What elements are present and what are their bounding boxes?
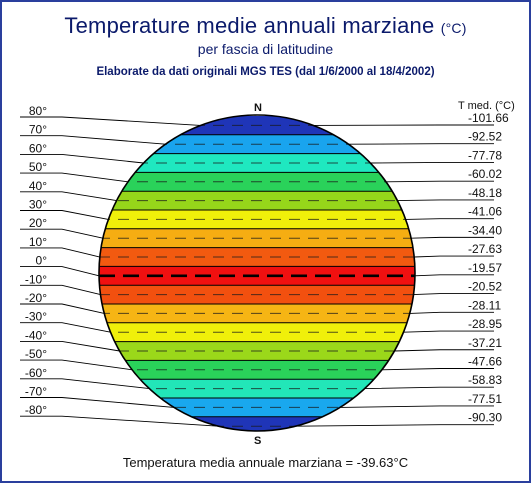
leader-right--60°	[364, 386, 494, 390]
annual-mean-footer: Temperatura media annuale marziana = -39…	[122, 455, 409, 470]
temperature-value: -60.02	[468, 167, 502, 181]
leader-left-30°	[20, 210, 109, 220]
latitude-label: -10°	[25, 272, 47, 286]
leader-left-10°	[20, 247, 100, 258]
leader-right-30°	[405, 218, 494, 220]
leader-left-40°	[20, 191, 117, 202]
south-pole-label: S	[254, 435, 261, 447]
temperature-header: T med. (°C)	[458, 100, 515, 112]
leader-left--70°	[20, 397, 174, 408]
leader-left-0°	[20, 266, 100, 277]
leader-right-10°	[414, 255, 494, 258]
leader-right--40°	[394, 349, 494, 352]
temperature-value: -28.95	[468, 317, 502, 331]
latitude-label: 60°	[29, 141, 47, 155]
leader-right--80°	[295, 424, 494, 427]
latitude-label: 0°	[36, 254, 48, 268]
temperature-value: -27.63	[468, 242, 502, 256]
temperature-value: -41.06	[468, 205, 502, 219]
diagram-subtitle: per fascia di latitudine	[197, 41, 334, 57]
leader-right-20°	[411, 236, 494, 239]
temperature-value: -48.18	[468, 186, 502, 200]
temperature-value: -37.21	[468, 336, 502, 350]
latitude-label: -40°	[25, 328, 47, 342]
latitude-label: 70°	[29, 123, 47, 137]
temperature-value: -77.51	[468, 392, 502, 406]
leader-right--20°	[409, 311, 494, 314]
data-source-note: Elaborate da dati originali MGS TES (dal…	[96, 66, 435, 78]
temperature-value: -101.66	[468, 111, 509, 125]
latitude-label: 30°	[29, 198, 47, 212]
leader-left--20°	[20, 303, 105, 314]
temperature-value: -92.52	[468, 130, 502, 144]
leader-right--30°	[403, 330, 494, 333]
leader-left--50°	[20, 359, 133, 371]
temperature-value: -34.40	[468, 223, 502, 237]
temperature-value: -28.11	[468, 298, 501, 312]
mars-disc-outline	[98, 114, 416, 432]
leader-left-20°	[20, 228, 103, 239]
diagram-title: Temperature medie annuali marziane (°C)	[64, 13, 467, 38]
temperature-value: -19.57	[468, 261, 502, 275]
leader-lines	[20, 116, 494, 427]
latitude-label: -60°	[25, 366, 47, 380]
latitude-label: 80°	[29, 104, 47, 118]
leader-left--30°	[20, 322, 111, 333]
leader-right--10°	[413, 293, 494, 296]
leader-left--60°	[20, 378, 150, 390]
temperature-value: -58.83	[468, 373, 502, 387]
latitude-label: -80°	[25, 403, 47, 417]
leader-right--70°	[340, 405, 494, 408]
leader-left-70°	[20, 135, 166, 145]
leader-left-60°	[20, 153, 144, 164]
leader-right-0°	[414, 274, 494, 277]
leader-left--40°	[20, 340, 120, 352]
leader-right--50°	[381, 368, 494, 371]
north-pole-label: N	[254, 102, 262, 114]
band-labels: 80° -101.66 70° -92.52 60° -77.78 50° -60.02 40°…	[25, 104, 509, 425]
latitude-center-lines	[99, 124, 415, 427]
temperature-value: -90.30	[468, 411, 502, 425]
latitude-label: 20°	[29, 216, 47, 230]
leader-right-40°	[397, 199, 494, 202]
latitude-label: -50°	[25, 347, 47, 361]
latitude-label: -30°	[25, 310, 47, 324]
temperature-value: -77.78	[468, 148, 502, 162]
leader-right-50°	[386, 180, 494, 183]
latitude-label: 40°	[29, 179, 47, 193]
latitude-label: 50°	[29, 160, 47, 174]
latitude-label: -20°	[25, 291, 47, 305]
leader-left-80°	[20, 116, 201, 126]
latitude-label: 10°	[29, 235, 47, 249]
temperature-value: -47.66	[468, 354, 502, 368]
leader-left-50°	[20, 172, 129, 183]
temperature-value: -20.52	[468, 280, 502, 294]
leader-left--10°	[20, 284, 101, 296]
leader-right-60°	[370, 162, 494, 164]
latitude-label: -70°	[25, 385, 47, 399]
leader-left--80°	[20, 415, 219, 427]
